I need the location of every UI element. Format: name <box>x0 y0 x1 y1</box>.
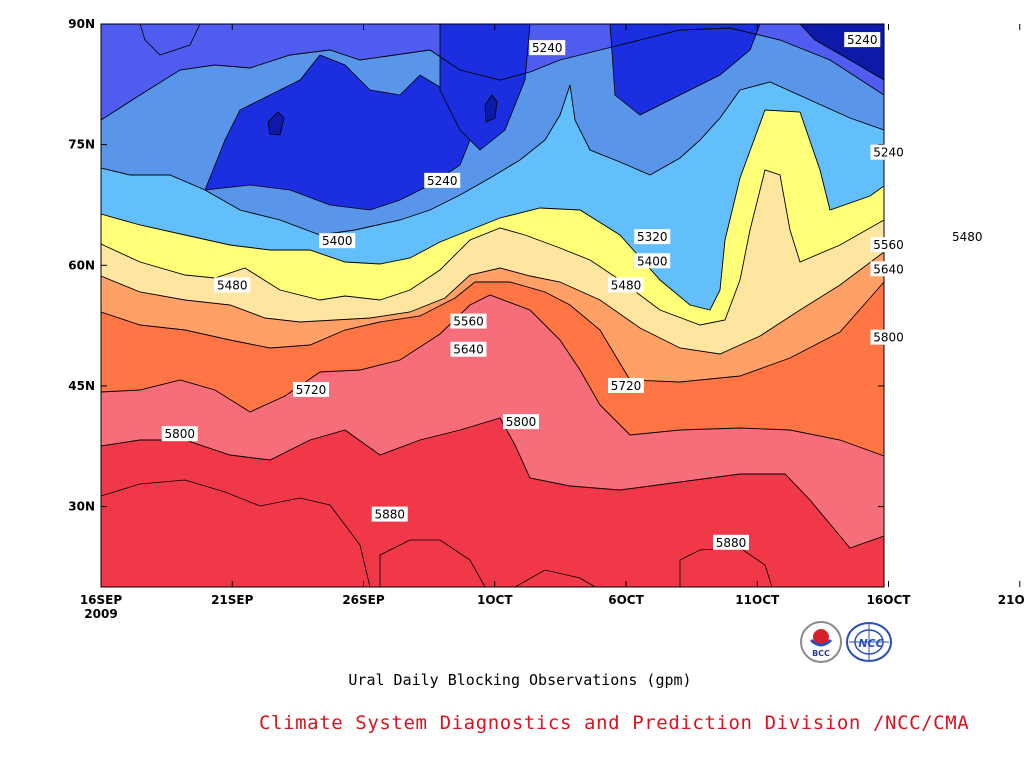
warm-core-2 <box>514 569 596 587</box>
contour-line-0 <box>101 417 884 549</box>
contour-label-text: 5240 <box>427 174 458 188</box>
cold-low-4 <box>484 94 498 123</box>
x-tick-label: 6OCT <box>608 593 644 607</box>
contour-label: 5640 <box>450 341 487 357</box>
contour-label: 5880 <box>371 506 408 522</box>
contour-line-2 <box>101 281 884 383</box>
contour-label: 5240 <box>870 144 907 160</box>
contour-label-text: 5400 <box>637 254 668 268</box>
y-tick-label: 60N <box>68 258 95 272</box>
x-tick-label: 21OCT <box>998 593 1024 607</box>
contour-label: 5480 <box>608 277 644 293</box>
y-tick-label: 90N <box>68 17 95 31</box>
contour-line-4 <box>101 169 884 326</box>
contour-line-7 <box>101 27 884 121</box>
contour-bands <box>101 24 884 587</box>
warm-core-3 <box>679 547 773 587</box>
warm-core-0 <box>101 479 371 587</box>
contour-label: 5240 <box>424 172 461 188</box>
contour-label: 5560 <box>870 237 907 253</box>
contour-label: 5320 <box>634 229 671 245</box>
contour-line-1 <box>101 294 884 457</box>
contour-label-text: 5640 <box>873 262 904 276</box>
contour-label-text: 5720 <box>296 383 327 397</box>
contour-label: 5480 <box>949 229 986 245</box>
contour-line-5 <box>101 109 884 311</box>
contour-label-text: 5560 <box>873 238 904 252</box>
cold-low-1 <box>439 24 531 151</box>
contour-label-text: 5480 <box>217 278 248 292</box>
x-tick-label: 21SEP <box>211 593 254 607</box>
contour-label-text: 5800 <box>164 427 195 441</box>
contour-label: 5640 <box>870 261 907 277</box>
credit-text: Climate System Diagnostics and Predictio… <box>259 712 970 734</box>
cold-low-6 <box>139 24 201 56</box>
x-tick-label: 1OCT <box>477 593 513 607</box>
contour-lines <box>101 27 884 549</box>
contour-label-text: 5400 <box>322 234 353 248</box>
contour-line-6 <box>101 81 884 236</box>
y-tick-label: 75N <box>68 138 95 152</box>
cold-low-5 <box>267 111 285 136</box>
contour-label-text: 5240 <box>847 33 878 47</box>
contour-label: 5400 <box>319 233 356 249</box>
x-tick-label: 11OCT <box>735 593 780 607</box>
y-tick-label: 45N <box>68 379 95 393</box>
y-tick-label: 30N <box>68 500 95 514</box>
contour-label: 5560 <box>450 313 487 329</box>
x-tick-label: 26SEP <box>342 593 385 607</box>
contour-labels: 5240524052405240524053205320532054005400… <box>161 32 986 550</box>
contour-line-3 <box>101 251 884 355</box>
ncc-logo-text: NCC <box>858 637 883 650</box>
contour-label-text: 5720 <box>611 379 642 393</box>
contour-label-text: 5480 <box>952 230 983 244</box>
contour-label-text: 5880 <box>374 508 405 522</box>
chart-title: Ural Daily Blocking Observations (gpm) <box>348 671 692 689</box>
contour-label: 5800 <box>503 414 539 430</box>
contour-label: 5720 <box>608 377 644 393</box>
contour-label: 5800 <box>870 329 907 345</box>
cold-low-2 <box>609 24 761 116</box>
contour-label-text: 5800 <box>873 331 904 345</box>
contour-label: 5240 <box>529 40 566 56</box>
contour-label-text: 5880 <box>716 536 747 550</box>
contour-label: 5480 <box>214 277 251 293</box>
x-tick-label: 16SEP <box>80 593 123 607</box>
warm-core-1 <box>379 539 486 587</box>
x-tick-year-label: 2009 <box>84 607 117 621</box>
contour-label-text: 5800 <box>506 415 537 429</box>
contour-label-text: 5640 <box>453 343 484 357</box>
contour-label-text: 5560 <box>453 315 484 329</box>
x-tick-label: 16OCT <box>867 593 912 607</box>
contour-label-text: 5240 <box>873 146 904 160</box>
contour-label: 5880 <box>713 534 749 550</box>
y-axis: 30N 45N 60N 75N 90N <box>68 17 884 514</box>
bcc-logo-icon: BCC <box>800 621 842 663</box>
bcc-logo-text: BCC <box>812 649 830 658</box>
plot-frame <box>100 23 885 588</box>
ncc-logo-icon: NCC <box>846 622 892 662</box>
contour-label: 5720 <box>293 381 329 397</box>
contour-label-text: 5480 <box>611 278 642 292</box>
contour-label-text: 5240 <box>532 41 563 55</box>
contour-label: 5400 <box>634 253 671 269</box>
contour-label: 5240 <box>844 32 881 48</box>
contour-label-text: 5320 <box>637 230 668 244</box>
contour-label: 5800 <box>161 426 198 442</box>
